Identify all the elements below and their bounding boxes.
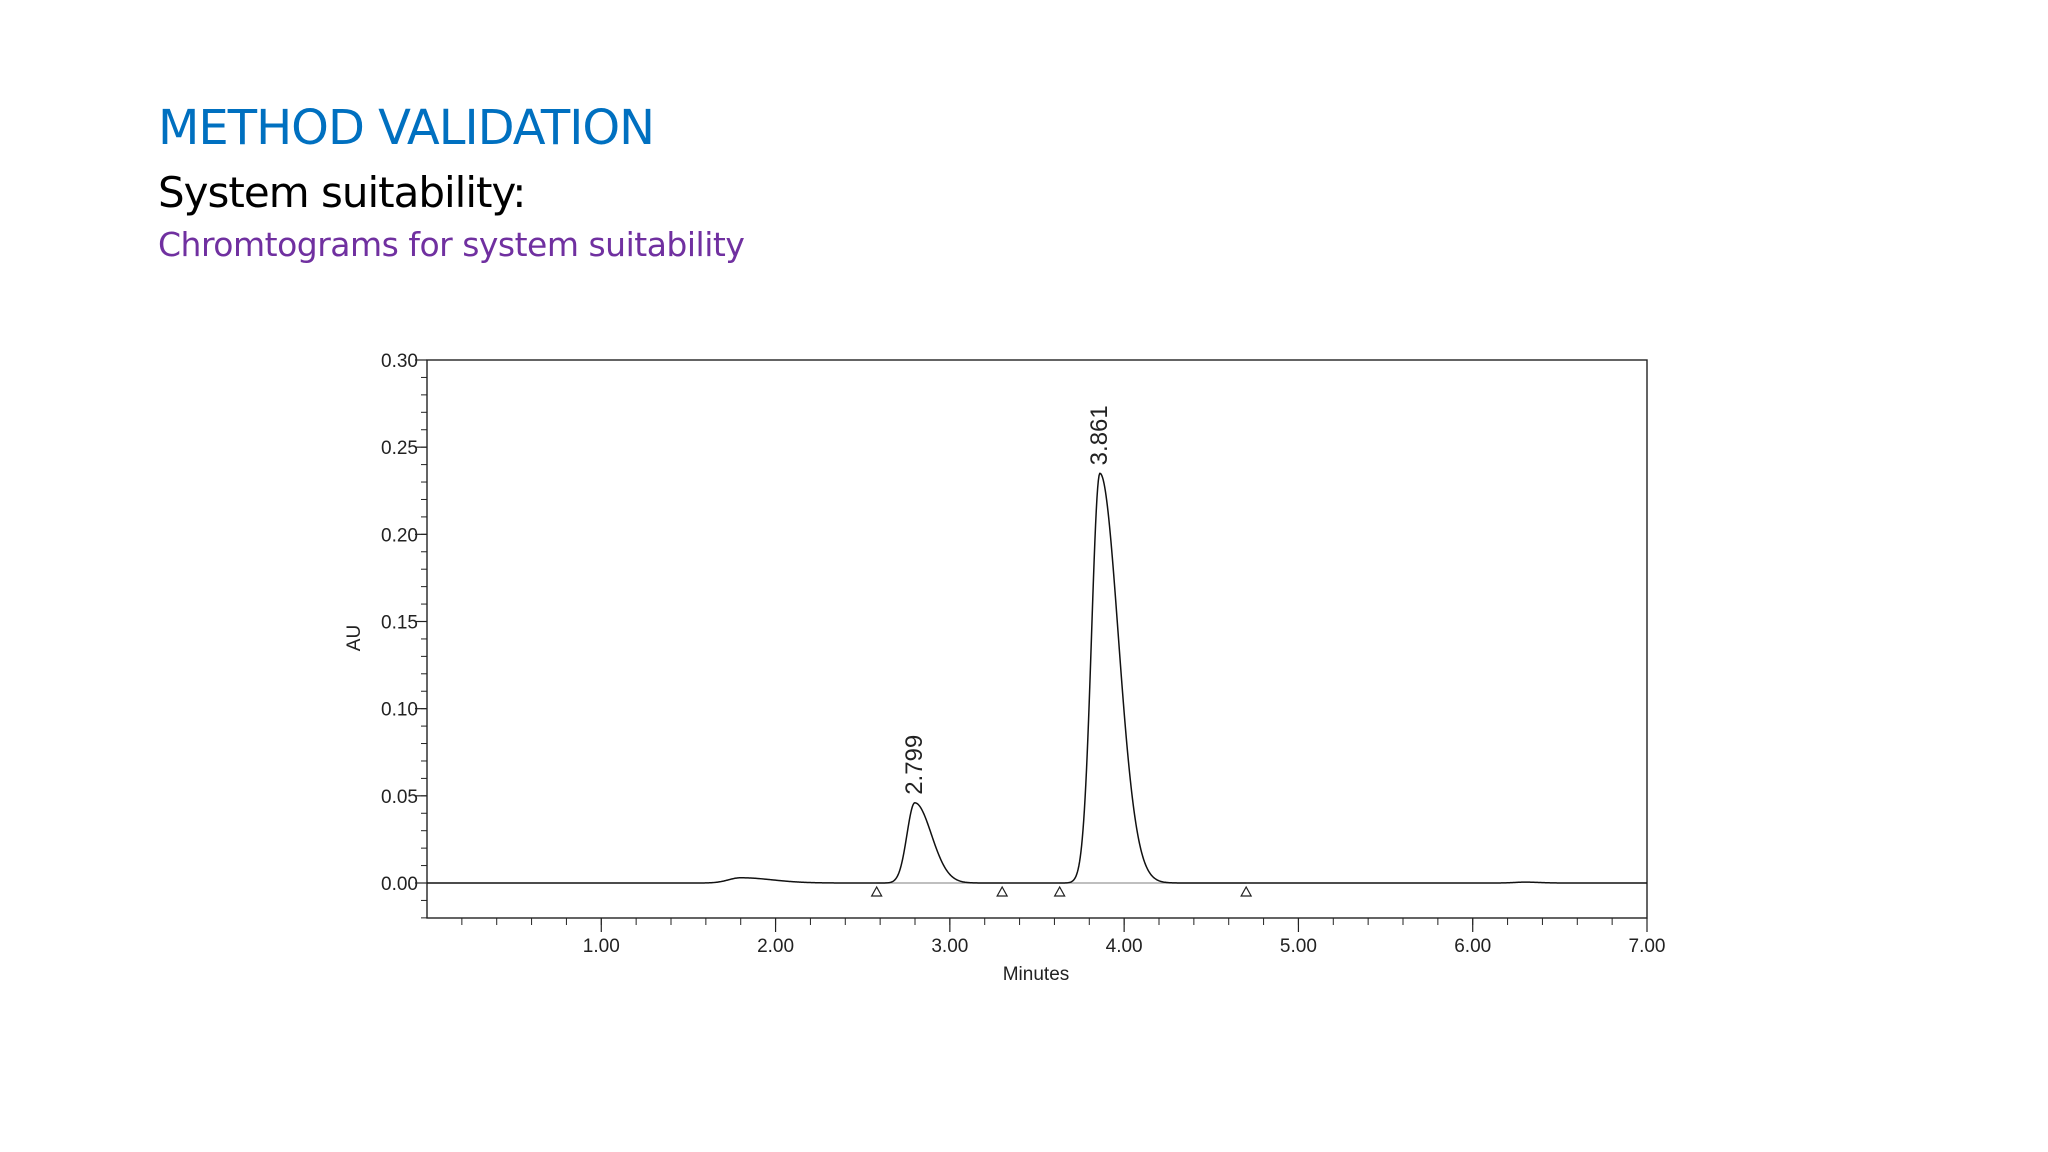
x-tick-label: 1.00: [583, 936, 620, 957]
peak-label: 3.861: [1086, 405, 1113, 465]
plot-frame: [426, 359, 1648, 919]
y-tick-label: 0.15: [381, 613, 418, 634]
x-tick-label: 2.00: [757, 936, 794, 957]
integration-marker: [1053, 885, 1066, 897]
integration-marker: [996, 885, 1009, 897]
x-tick-label: 3.00: [931, 936, 968, 957]
y-tick-label: 0.00: [381, 874, 418, 895]
chromatogram-trace: [427, 472, 1647, 884]
x-tick-label: 5.00: [1280, 936, 1317, 957]
slide-title: METHOD VALIDATION: [158, 100, 655, 156]
integration-marker: [1240, 885, 1253, 897]
y-axis-label: AU: [344, 625, 365, 651]
slide-caption: Chromtograms for system suitability: [158, 225, 745, 264]
peak-label: 2.799: [901, 735, 928, 795]
y-tick-label: 0.05: [381, 787, 418, 808]
slide-subtitle: System suitability:: [158, 168, 526, 217]
axes-group: 0.00 0.05 0.10 0.15 0.20 0.25 0.30 1.00 2.00 3.00…: [381, 351, 1665, 957]
x-axis-label: Minutes: [1003, 964, 1070, 985]
integration-marker: [870, 885, 883, 897]
x-tick-label: 6.00: [1454, 936, 1491, 957]
x-tick-label: 7.00: [1629, 936, 1666, 957]
y-tick-label: 0.10: [381, 700, 418, 721]
y-tick-label: 0.30: [381, 351, 418, 372]
y-tick-label: 0.20: [381, 525, 418, 546]
marks-group: 2.799 3.861: [427, 405, 1647, 897]
y-tick-label: 0.25: [381, 438, 418, 459]
x-tick-label: 4.00: [1106, 936, 1143, 957]
